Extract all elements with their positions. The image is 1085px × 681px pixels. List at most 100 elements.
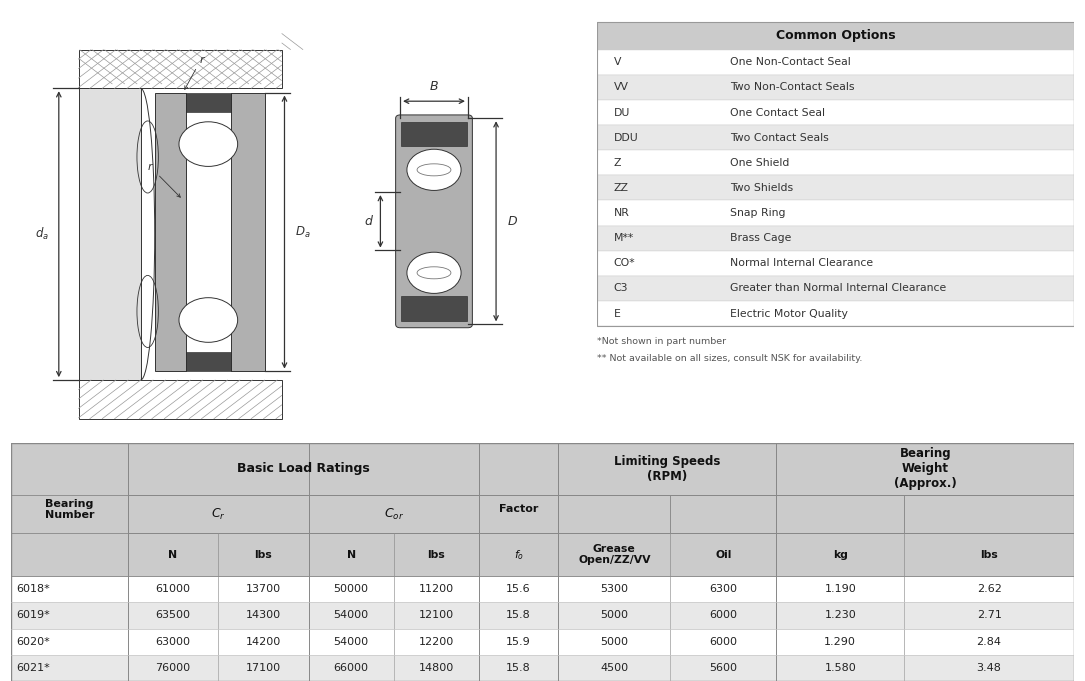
FancyBboxPatch shape [218,629,308,655]
Text: DU: DU [613,108,629,118]
FancyBboxPatch shape [218,533,308,576]
Text: 5600: 5600 [710,663,738,673]
Text: 17100: 17100 [246,663,281,673]
Text: 6300: 6300 [710,584,738,595]
Text: CO*: CO* [613,258,635,268]
Text: Electric Motor Quality: Electric Motor Quality [730,308,848,319]
Circle shape [179,122,238,166]
Text: lbs: lbs [255,550,272,560]
FancyBboxPatch shape [671,602,777,629]
Text: 2.71: 2.71 [976,610,1001,620]
Text: $d_a$: $d_a$ [35,226,49,242]
Text: 5000: 5000 [600,610,628,620]
Text: Two Shields: Two Shields [730,183,793,193]
FancyBboxPatch shape [597,125,1074,151]
FancyBboxPatch shape [128,655,218,681]
Text: r: r [148,162,152,172]
FancyBboxPatch shape [671,629,777,655]
Text: $f_o$: $f_o$ [513,548,524,562]
Text: NR: NR [613,208,629,218]
Text: lbs: lbs [980,550,998,560]
FancyBboxPatch shape [128,533,218,576]
Text: 2.84: 2.84 [976,637,1001,647]
Text: 76000: 76000 [155,663,191,673]
FancyBboxPatch shape [308,576,394,602]
FancyBboxPatch shape [478,602,559,629]
FancyBboxPatch shape [904,629,1074,655]
Text: 1.290: 1.290 [825,637,856,647]
Text: One Shield: One Shield [730,158,790,168]
Text: 6018*: 6018* [16,584,50,595]
FancyBboxPatch shape [308,495,478,533]
FancyBboxPatch shape [308,655,394,681]
FancyBboxPatch shape [559,655,671,681]
FancyBboxPatch shape [128,495,308,533]
Text: 1.580: 1.580 [825,663,856,673]
Text: 15.9: 15.9 [507,637,531,647]
Text: VV: VV [613,82,628,93]
FancyBboxPatch shape [777,576,904,602]
Text: 54000: 54000 [333,610,369,620]
Text: Bearing
Number: Bearing Number [44,498,94,520]
FancyBboxPatch shape [597,22,1074,50]
Text: 6000: 6000 [710,610,738,620]
Text: 12200: 12200 [419,637,454,647]
Text: Bearing
Weight
(Approx.): Bearing Weight (Approx.) [894,447,957,490]
FancyBboxPatch shape [597,301,1074,326]
Text: M**: M** [613,233,634,243]
Text: N: N [168,550,178,560]
Text: B: B [430,80,438,93]
Text: N: N [346,550,356,560]
FancyBboxPatch shape [128,443,478,495]
FancyBboxPatch shape [559,443,777,495]
Polygon shape [155,93,186,372]
Text: 3.48: 3.48 [976,663,1001,673]
Circle shape [407,149,461,191]
Polygon shape [78,89,141,380]
Text: Factor: Factor [499,505,538,514]
Text: 13700: 13700 [246,584,281,595]
FancyBboxPatch shape [904,495,1074,533]
FancyBboxPatch shape [308,629,394,655]
Polygon shape [78,380,282,419]
Text: Grease
Open/ZZ/VV: Grease Open/ZZ/VV [578,544,651,565]
Text: Oil: Oil [715,550,731,560]
FancyBboxPatch shape [128,629,218,655]
Text: 14800: 14800 [419,663,454,673]
Text: kg: kg [833,550,847,560]
Text: r: r [200,54,204,65]
Text: ** Not available on all sizes, consult NSK for availability.: ** Not available on all sizes, consult N… [597,353,863,363]
Text: 1.230: 1.230 [825,610,856,620]
Text: One Contact Seal: One Contact Seal [730,108,826,118]
FancyBboxPatch shape [671,495,777,533]
FancyBboxPatch shape [11,629,128,655]
FancyBboxPatch shape [478,576,559,602]
FancyBboxPatch shape [308,602,394,629]
Text: Two Non-Contact Seals: Two Non-Contact Seals [730,82,855,93]
Text: 5000: 5000 [600,637,628,647]
Text: Brass Cage: Brass Cage [730,233,792,243]
FancyBboxPatch shape [11,655,128,681]
FancyBboxPatch shape [559,533,671,576]
Text: D: D [508,215,516,228]
FancyBboxPatch shape [478,495,559,533]
FancyBboxPatch shape [11,576,128,602]
Text: 15.8: 15.8 [507,663,531,673]
Text: 50000: 50000 [333,584,369,595]
Text: 11200: 11200 [419,584,454,595]
Text: 2.62: 2.62 [976,584,1001,595]
Text: *Not shown in part number: *Not shown in part number [597,337,726,346]
Circle shape [407,252,461,294]
FancyBboxPatch shape [777,629,904,655]
FancyBboxPatch shape [597,200,1074,225]
Text: Snap Ring: Snap Ring [730,208,786,218]
FancyBboxPatch shape [597,50,1074,75]
FancyBboxPatch shape [394,576,478,602]
FancyBboxPatch shape [478,655,559,681]
FancyBboxPatch shape [904,655,1074,681]
Text: C3: C3 [613,283,628,294]
Text: lbs: lbs [427,550,445,560]
Polygon shape [401,296,467,321]
FancyBboxPatch shape [777,443,1074,495]
FancyBboxPatch shape [218,602,308,629]
